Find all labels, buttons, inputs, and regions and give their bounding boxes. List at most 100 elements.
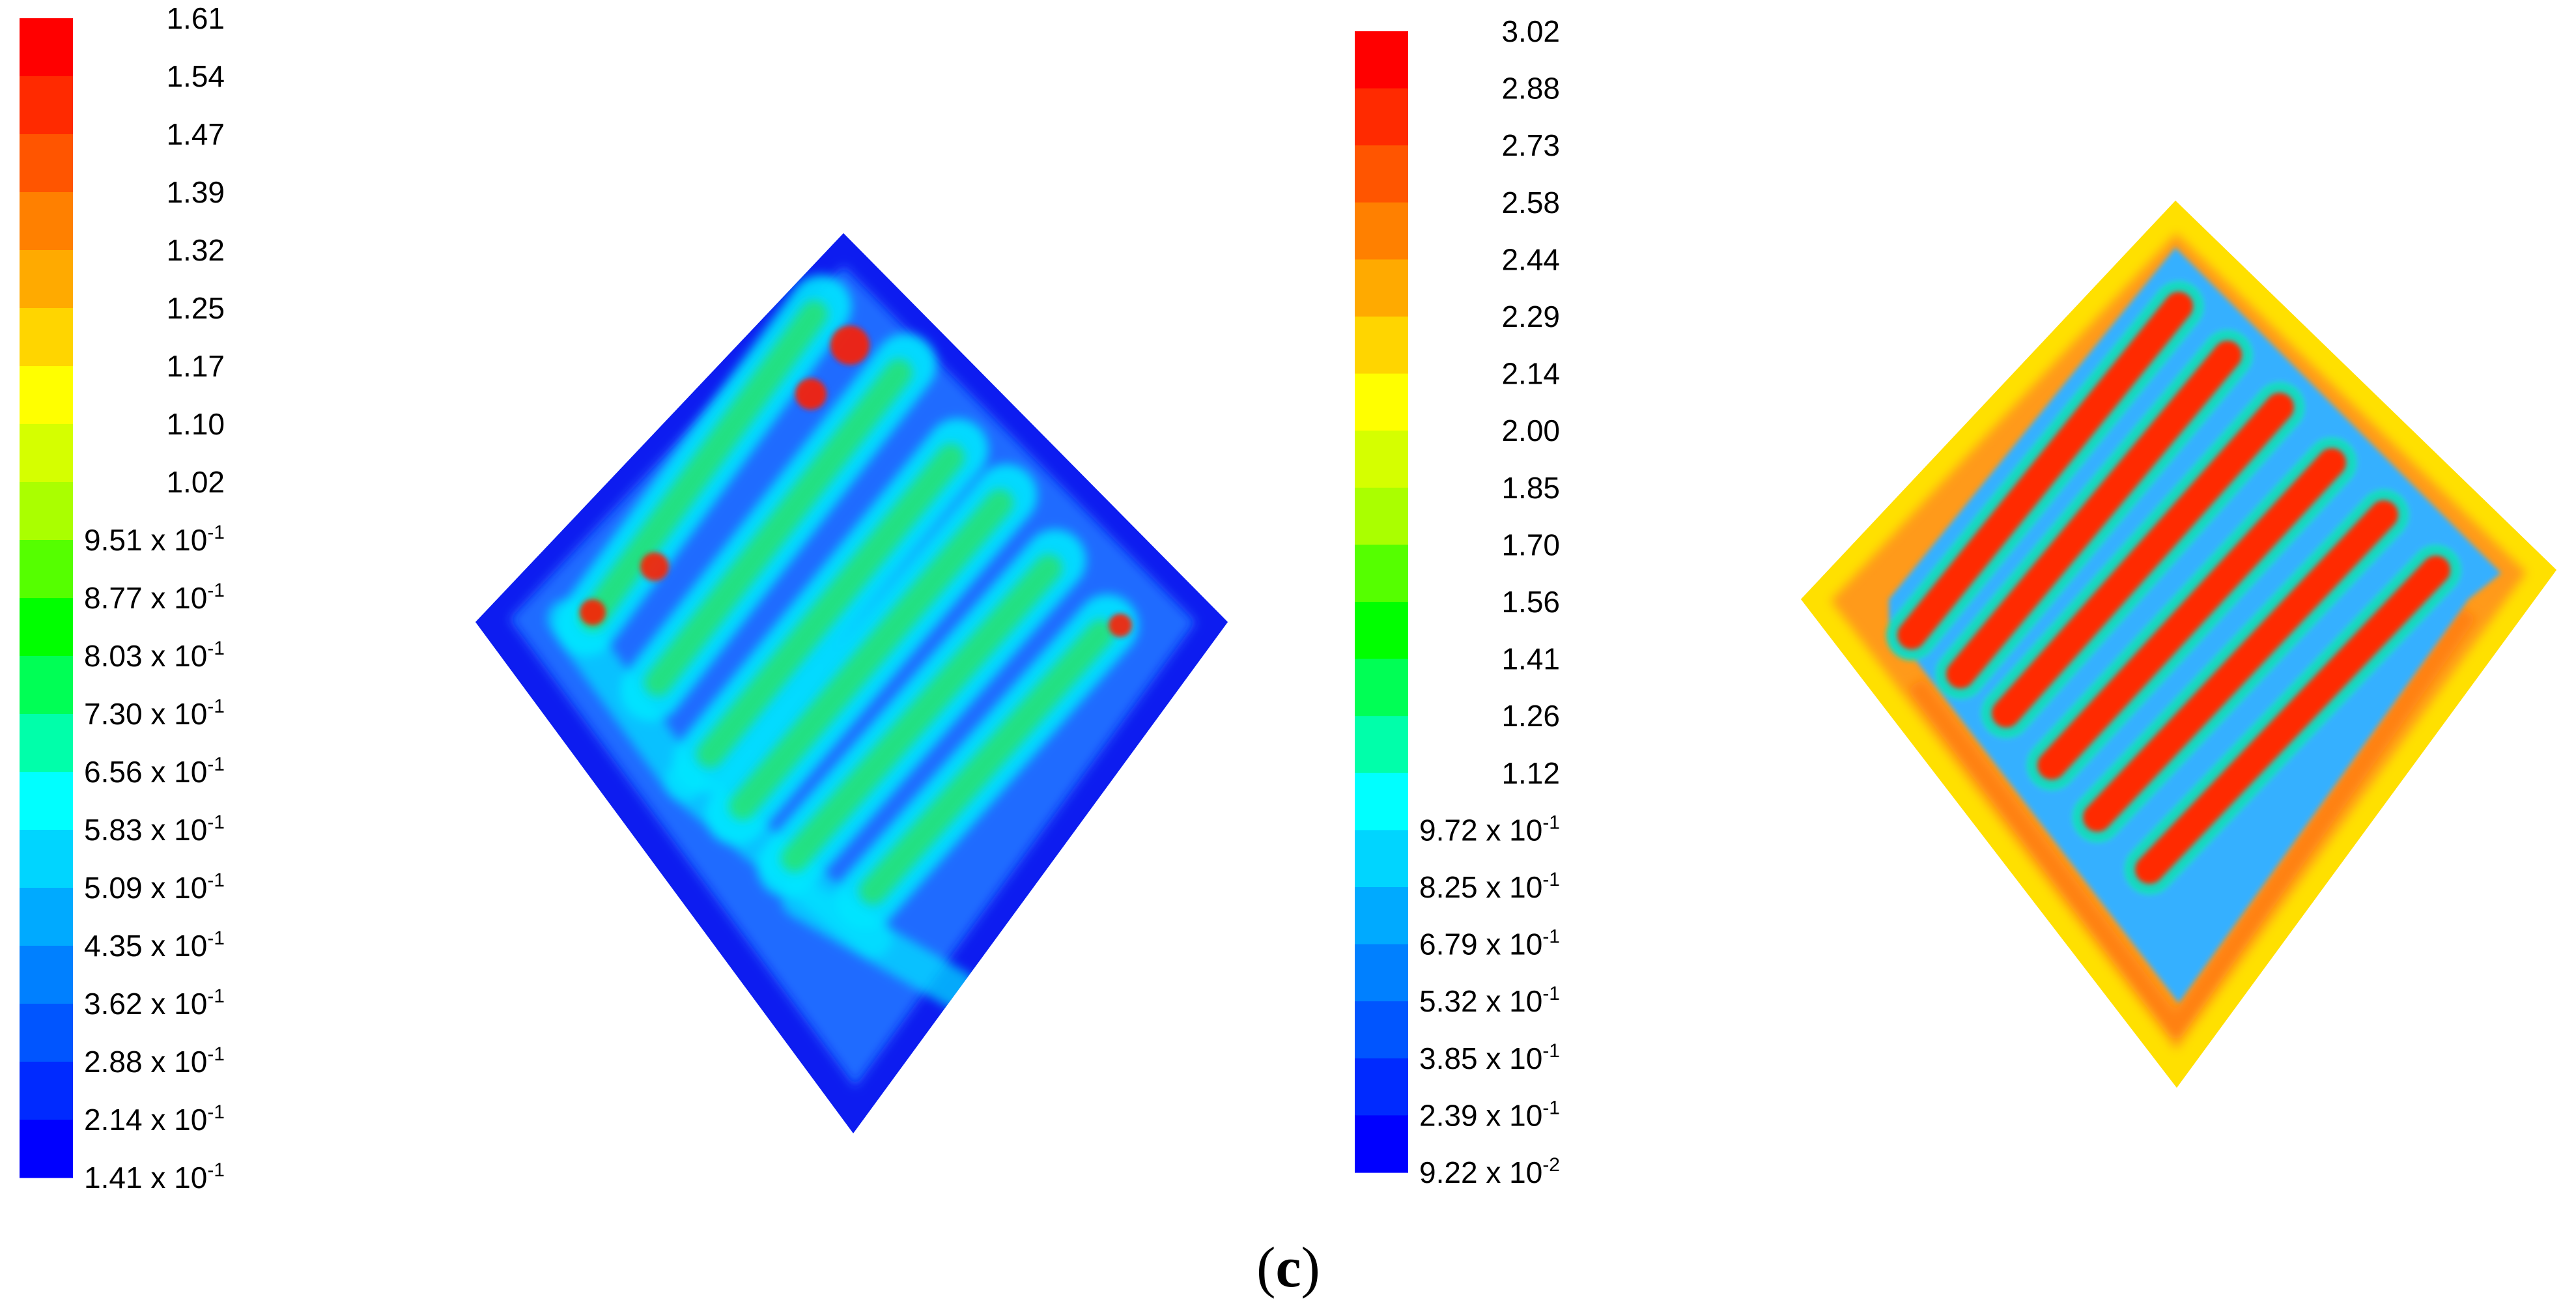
legend-left: 1.61 1.54 1.47 1.39 1.32 1.25 1.17 1.10 1.02 9.51… xyxy=(20,1,225,1195)
legend-left-label-0: 1.61 xyxy=(166,1,225,35)
legend-right-swatch-9 xyxy=(1355,545,1408,602)
legend-left-label-16: 4.35 x 10-1 xyxy=(84,928,225,963)
legend-left-label-1: 1.54 xyxy=(166,59,225,93)
legend-left-label-6: 1.17 xyxy=(166,349,225,383)
legend-left-swatch-9 xyxy=(20,540,73,599)
left-channel-core-2 xyxy=(696,444,965,768)
legend-left-swatch-19 xyxy=(20,1120,73,1178)
legend-left-labels: 1.61 1.54 1.47 1.39 1.32 1.25 1.17 1.10 1.02 9.51… xyxy=(84,1,225,1195)
legend-right-label-6: 2.14 xyxy=(1501,357,1560,391)
right-channel-core-5 xyxy=(2135,556,2450,884)
legend-left-label-14: 5.83 x 10-1 xyxy=(84,812,225,847)
left-edge-1 xyxy=(827,596,1228,1133)
legend-left-label-5: 1.25 xyxy=(166,291,225,325)
legend-right-labels: 3.02 2.88 2.73 2.58 2.44 2.29 2.14 2.00 1.85 1.70… xyxy=(1419,14,1560,1189)
legend-right-label-9: 1.70 xyxy=(1501,528,1560,561)
legend-right-label-1: 2.88 xyxy=(1501,72,1560,106)
left-hotspot-3 xyxy=(580,599,606,625)
left-channel-core-3 xyxy=(729,489,1013,820)
legend-left-swatch-16 xyxy=(20,946,73,1004)
right-channel-core-0 xyxy=(1897,292,2193,649)
legend-left-label-8: 1.02 xyxy=(166,465,225,499)
legend-left-label-2: 1.47 xyxy=(166,117,225,151)
legend-right-colorbar xyxy=(1355,31,1408,1173)
legend-left-swatch-6 xyxy=(20,366,73,425)
legend-left-swatch-12 xyxy=(20,714,73,772)
legend-right-label-19: 2.39 x 10-1 xyxy=(1419,1097,1560,1132)
legend-right-label-8: 1.85 xyxy=(1501,471,1560,505)
legend-right-swatch-19 xyxy=(1355,1115,1408,1173)
legend-right-label-4: 2.44 xyxy=(1501,242,1560,276)
legend-left-swatch-4 xyxy=(20,250,73,309)
legend-left-label-9: 9.51 x 10-1 xyxy=(84,522,225,557)
right-channel-core-1 xyxy=(1946,341,2242,688)
legend-right-swatch-2 xyxy=(1355,145,1408,203)
legend-right-label-15: 8.25 x 10-1 xyxy=(1419,869,1560,904)
right-channel-core-3 xyxy=(2037,448,2346,780)
legend-right-label-5: 2.29 xyxy=(1501,300,1560,333)
legend-right: 3.02 2.88 2.73 2.58 2.44 2.29 2.14 2.00 1.85 1.70… xyxy=(1355,14,1560,1189)
legend-left-label-11: 8.03 x 10-1 xyxy=(84,638,225,673)
left-hotspot-0 xyxy=(830,326,870,365)
right-field-cores xyxy=(1897,292,2450,884)
right-inner-band xyxy=(1907,606,2477,1039)
legend-right-swatch-8 xyxy=(1355,487,1408,545)
legend-left-swatch-15 xyxy=(20,888,73,946)
figure-caption: (c) xyxy=(1256,1236,1320,1299)
legend-left-label-13: 6.56 x 10-1 xyxy=(84,754,225,789)
right-border-ring xyxy=(1801,201,2556,1088)
legend-right-label-17: 5.32 x 10-1 xyxy=(1419,983,1560,1018)
legend-right-swatch-6 xyxy=(1355,373,1408,431)
legend-left-colorbar xyxy=(20,18,73,1178)
legend-right-swatch-1 xyxy=(1355,88,1408,146)
right-channel-core-2 xyxy=(1992,393,2294,728)
legend-left-label-19: 2.14 x 10-1 xyxy=(84,1101,225,1137)
legend-right-label-11: 1.41 xyxy=(1501,642,1560,676)
legend-right-label-13: 1.12 xyxy=(1501,756,1560,790)
left-channel-core-1 xyxy=(644,359,913,696)
left-connector-2 xyxy=(782,879,977,1010)
legend-right-label-3: 2.58 xyxy=(1501,186,1560,220)
legend-right-label-2: 2.73 xyxy=(1501,128,1560,162)
right-field-border xyxy=(1801,201,2556,1088)
left-field-cores xyxy=(579,300,1114,905)
legend-right-swatch-13 xyxy=(1355,772,1408,830)
right-channel-core-4 xyxy=(2083,500,2398,832)
left-channel-core-0 xyxy=(579,300,828,631)
legend-left-label-7: 1.10 xyxy=(166,407,225,441)
legend-left-swatch-13 xyxy=(20,772,73,830)
legend-left-swatch-10 xyxy=(20,598,73,657)
contour-field-left xyxy=(475,233,1228,1133)
legend-left-swatch-2 xyxy=(20,134,73,193)
legend-right-swatch-3 xyxy=(1355,202,1408,260)
left-hotspot-2 xyxy=(640,552,669,581)
legend-left-swatch-1 xyxy=(20,76,73,135)
legend-right-swatch-17 xyxy=(1355,1001,1408,1059)
contour-field-right xyxy=(1801,201,2556,1088)
legend-left-label-4: 1.32 xyxy=(166,233,225,267)
left-channel-core-5 xyxy=(859,619,1114,905)
legend-right-swatch-7 xyxy=(1355,431,1408,489)
legend-left-swatch-8 xyxy=(20,482,73,541)
legend-left-label-18: 2.88 x 10-1 xyxy=(84,1043,225,1079)
legend-right-swatch-12 xyxy=(1355,716,1408,774)
left-hotspot-1 xyxy=(795,378,827,410)
left-channel-core-4 xyxy=(781,554,1062,872)
legend-right-label-14: 9.72 x 10-1 xyxy=(1419,812,1560,847)
legend-left-swatch-18 xyxy=(20,1062,73,1120)
left-connector-1 xyxy=(547,599,703,801)
left-field-hotspots xyxy=(580,326,1132,637)
legend-right-label-16: 6.79 x 10-1 xyxy=(1419,926,1560,961)
legend-left-swatch-5 xyxy=(20,308,73,367)
legend-right-swatch-15 xyxy=(1355,887,1408,945)
left-edge-2 xyxy=(475,593,883,1133)
legend-right-swatch-18 xyxy=(1355,1058,1408,1116)
legend-right-label-0: 3.02 xyxy=(1501,14,1560,48)
legend-left-label-15: 5.09 x 10-1 xyxy=(84,870,225,905)
legend-left-label-12: 7.30 x 10-1 xyxy=(84,696,225,731)
legend-left-swatch-11 xyxy=(20,656,73,715)
legend-right-swatch-16 xyxy=(1355,944,1408,1002)
legend-right-label-7: 2.00 xyxy=(1501,414,1560,447)
legend-left-swatch-0 xyxy=(20,18,73,77)
